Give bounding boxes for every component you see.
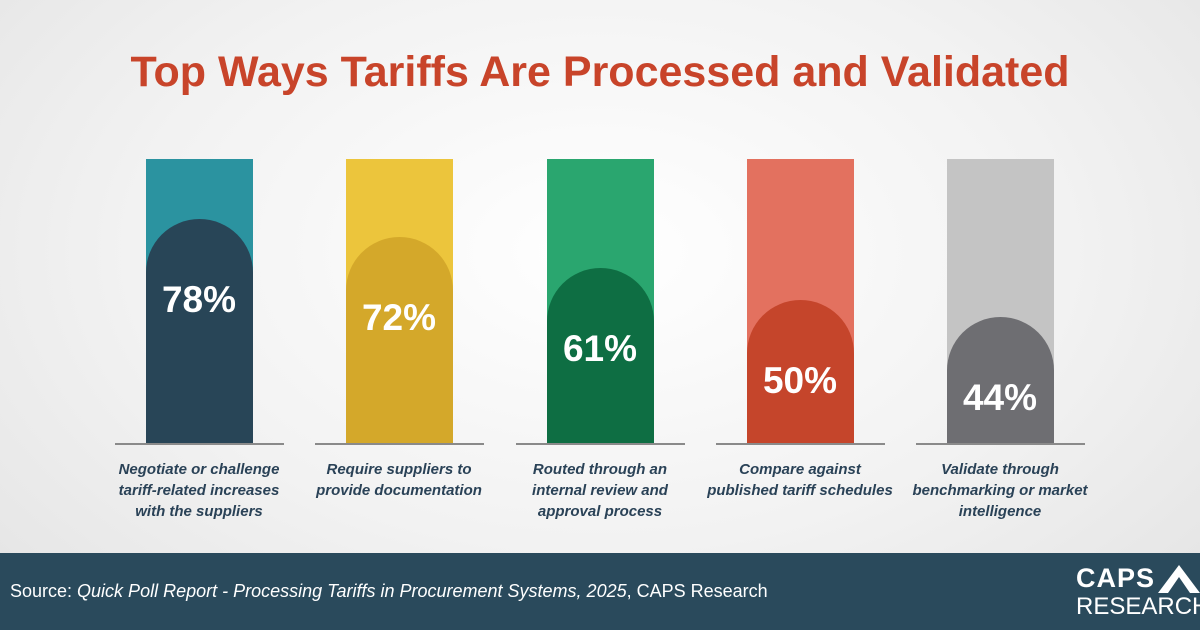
baseline [916,443,1085,445]
source-citation: Source: Quick Poll Report - Processing T… [10,581,768,602]
category-label: Require suppliers to provide documentati… [316,461,482,499]
chart-title: Top Ways Tariffs Are Processed and Valid… [130,48,1070,96]
baseline [516,443,685,445]
source-suffix: , CAPS Research [626,581,768,601]
baseline [115,443,284,445]
data-label: 44% [962,377,1038,419]
category-label: Negotiate or challenge tariff-related in… [118,461,280,520]
category-label: Routed through an internal review and ap… [532,461,668,520]
data-label: 61% [562,328,638,370]
source-title: Quick Poll Report - Processing Tariffs i… [77,581,627,601]
bar [746,300,854,444]
baseline [716,443,885,445]
data-label: 50% [762,360,838,401]
category-label: Compare against published tariff schedul… [707,461,893,499]
footer-bar: Source: Quick Poll Report - Processing T… [0,553,1200,630]
caps-research-logo: CAPS RESEARCH [1074,561,1200,625]
source-prefix: Source: [10,581,78,601]
bar [345,236,453,444]
data-label: 78% [161,279,237,321]
bar [546,268,654,444]
category-label: Validate through benchmarking or market … [912,461,1088,520]
baseline [315,443,484,445]
mountain-icon [1158,565,1200,593]
logo-caps-text: CAPS [1076,563,1156,593]
bar [145,219,253,444]
logo-research-text: RESEARCH [1076,593,1200,620]
data-label: 72% [361,296,437,338]
bar [946,317,1054,444]
